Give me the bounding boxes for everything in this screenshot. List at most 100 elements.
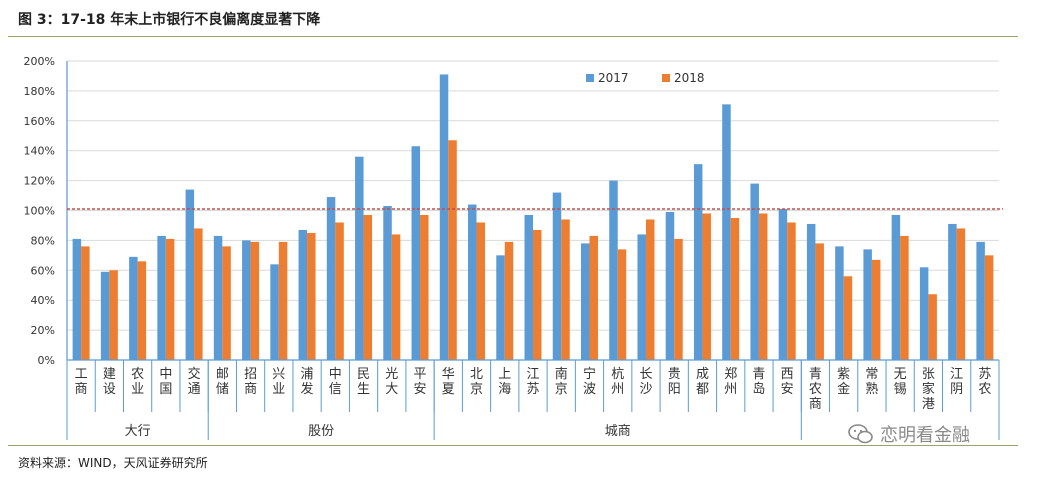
x-tick-label: 都 [696,382,709,397]
bar-2018-民生 [363,214,373,360]
legend-label-2018: 2018 [674,71,705,85]
bar-2018-紫金 [843,276,853,360]
x-tick-label: 无 [894,367,907,382]
x-tick-label: 阴 [950,382,963,397]
bar-2017-青农商 [806,223,816,360]
bar-2017-江苏 [524,214,533,360]
x-tick-label: 业 [131,382,144,397]
source-note: 资料来源：WIND，天风证券研究所 [18,456,208,470]
x-tick-label: 贵 [668,367,681,382]
bar-2018-农业 [137,261,147,360]
bar-2018-浦发 [307,232,316,360]
x-tick-label: 华 [442,367,455,382]
bar-2018-江苏 [533,229,542,360]
y-tick-label: 200% [24,55,55,68]
group-label: 城商 [605,424,631,439]
y-tick-label: 0% [38,354,55,367]
legend-swatch-2018 [662,74,670,82]
legend-swatch-2017 [586,74,594,82]
bar-2018-无锡 [900,235,909,360]
bar-2017-交通 [185,189,195,360]
x-tick-label: 交 [188,366,201,382]
x-tick-label: 苏 [526,381,539,397]
bar-2017-宁波 [580,243,590,360]
bar-2018-江阴 [956,228,966,360]
legend-label-2017: 2017 [598,71,629,85]
bar-2017-紫金 [835,246,844,360]
bar-2018-贵阳 [674,238,683,360]
x-tick-label: 紫 [837,367,850,382]
y-axis: 0% 20% 40% 60% 80% 100% 120% 140% 160% 180% 200% [24,55,68,367]
x-tick-label: 安 [414,382,427,397]
x-tick-label: 西 [781,367,794,382]
x-tick-label: 平 [414,367,427,382]
bar-2018-宁波 [589,235,598,360]
bar-2017-兴业 [270,264,279,360]
x-tick-label: 张 [922,367,935,382]
bar-2018-平安 [420,214,429,360]
x-tick-label: 浦 [301,367,314,382]
bar-2017-中国 [157,235,166,360]
bar-chart: 0% 20% 40% 60% 80% 100% 120% 140% 160% 180% 200% 工… [24,55,1003,440]
bar-2017-贵阳 [665,212,675,360]
footer-rule [8,445,1018,446]
bar-2017-苏农 [976,241,985,360]
x-tick-label: 兴 [272,367,285,382]
bar-2018-建设 [109,270,118,360]
figure-title: 图 3：17-18 年末上市银行不良偏离度显著下降 [18,12,321,28]
x-tick-label: 农 [131,367,144,382]
x-tick-label: 光 [385,367,398,382]
x-tick-label: 工 [75,367,88,382]
bar-2017-平安 [411,146,421,360]
x-tick-label: 业 [272,382,285,397]
y-tick-label: 120% [24,175,55,188]
bar-2017-北京 [468,204,477,360]
x-tick-label: 招 [244,367,257,382]
y-tick-label: 100% [24,205,55,218]
bar-2018-苏农 [984,255,994,360]
bar-2017-上海 [496,255,505,360]
x-tick-label: 大 [385,382,398,397]
bar-2018-邮储 [222,246,231,360]
x-tick-label: 宁 [583,366,596,382]
bar-2018-光大 [391,234,401,360]
x-tick-label: 郑 [724,367,737,382]
x-tick-label: 京 [555,382,568,397]
y-tick-label: 180% [24,85,55,98]
watermark: 恋明看金融 [848,421,970,447]
bar-2018-兴业 [278,241,288,360]
bar-2017-江阴 [948,223,957,360]
bar-2018-中信 [335,222,344,360]
x-tick-label: 京 [470,382,483,397]
bar-2018-南京 [561,219,570,360]
bar-2018-青岛 [758,213,768,360]
bar-2017-青岛 [750,183,759,360]
x-tick-label: 青 [752,367,765,382]
bar-2018-杭州 [617,249,627,360]
x-tick-label: 沙 [639,382,652,397]
bar-2017-华夏 [439,74,449,360]
x-tick-label: 生 [357,382,370,397]
y-tick-label: 40% [31,294,55,307]
x-tick-label: 锡 [894,382,907,397]
bar-2017-招商 [242,240,251,360]
bar-2018-郑州 [730,217,740,360]
y-tick-label: 140% [24,145,55,158]
x-tick-label: 阳 [668,382,681,397]
x-tick-label: 夏 [442,382,455,397]
x-tick-label: 建 [103,367,116,382]
bar-2018-招商 [250,241,260,360]
x-tick-label: 发 [301,381,314,397]
bar-2017-邮储 [213,235,223,360]
y-tick-label: 20% [31,324,55,337]
bar-2018-成都 [702,213,711,360]
bars [72,74,994,360]
legend: 2017 2018 [586,71,705,85]
x-tick-label: 国 [159,382,172,397]
bar-2018-中国 [165,238,175,360]
x-tick-label: 成 [696,367,709,382]
x-tick-label: 商 [809,397,822,412]
x-tick-label: 信 [329,382,342,397]
x-tick-label: 上 [498,367,511,382]
bar-2017-郑州 [722,104,731,360]
